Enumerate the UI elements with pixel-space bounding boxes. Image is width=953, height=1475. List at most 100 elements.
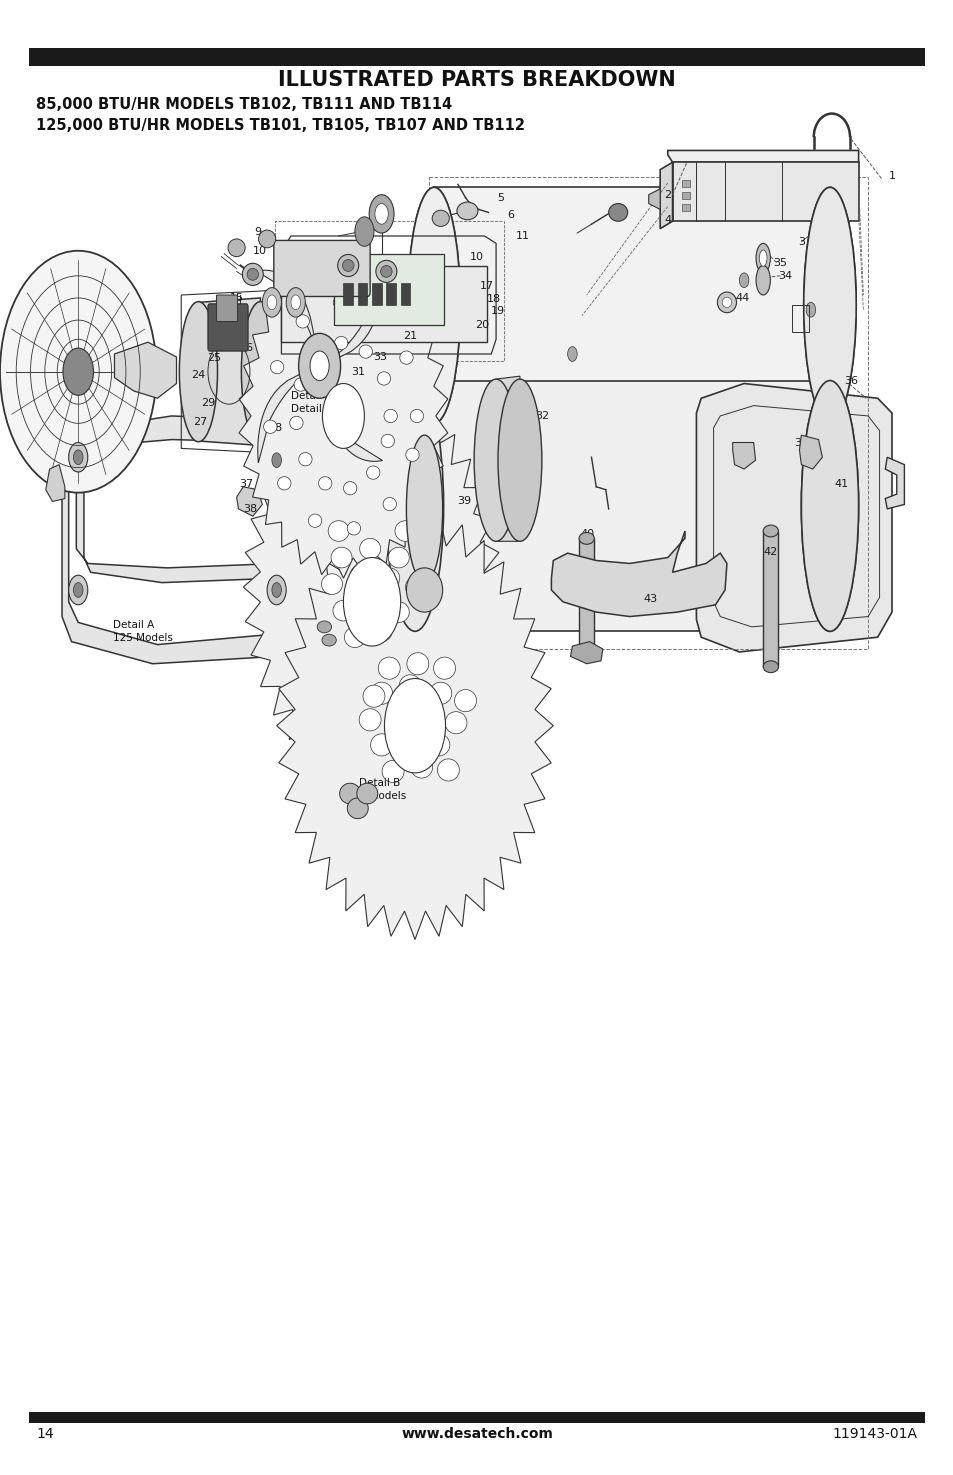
Text: 37: 37	[735, 448, 748, 457]
Text: 39: 39	[457, 497, 471, 506]
Text: 22: 22	[222, 324, 235, 333]
Ellipse shape	[410, 409, 423, 422]
Ellipse shape	[386, 381, 443, 631]
Text: www.desatech.com: www.desatech.com	[400, 1426, 553, 1441]
Ellipse shape	[427, 733, 450, 755]
Ellipse shape	[308, 515, 321, 528]
Ellipse shape	[366, 466, 379, 479]
Circle shape	[69, 575, 88, 605]
FancyBboxPatch shape	[274, 240, 370, 296]
Text: 119143-01A: 119143-01A	[832, 1426, 917, 1441]
Ellipse shape	[331, 547, 352, 568]
Ellipse shape	[321, 634, 335, 646]
Ellipse shape	[375, 260, 396, 283]
Ellipse shape	[410, 755, 432, 779]
Circle shape	[355, 217, 374, 246]
Ellipse shape	[370, 681, 393, 704]
Ellipse shape	[608, 204, 627, 221]
Text: 14: 14	[36, 1426, 53, 1441]
Ellipse shape	[241, 302, 279, 442]
Ellipse shape	[339, 783, 360, 804]
Polygon shape	[672, 162, 858, 221]
Text: 10: 10	[253, 246, 266, 255]
Ellipse shape	[376, 372, 390, 385]
Ellipse shape	[456, 202, 477, 220]
Text: Detail B
85 Models: Detail B 85 Models	[353, 777, 406, 801]
Text: 12: 12	[282, 261, 295, 270]
Circle shape	[567, 347, 577, 361]
Ellipse shape	[416, 702, 437, 724]
Text: 34: 34	[778, 271, 791, 280]
Ellipse shape	[361, 594, 382, 615]
Ellipse shape	[270, 360, 283, 373]
Ellipse shape	[347, 522, 360, 535]
Ellipse shape	[263, 420, 276, 434]
Ellipse shape	[371, 310, 384, 323]
Bar	[400, 283, 410, 305]
Circle shape	[73, 583, 83, 597]
Bar	[386, 283, 395, 305]
Text: 27: 27	[193, 417, 207, 426]
Ellipse shape	[762, 525, 778, 537]
Text: 15: 15	[230, 294, 243, 302]
Circle shape	[73, 450, 83, 465]
Polygon shape	[114, 342, 176, 398]
Ellipse shape	[759, 249, 766, 266]
Ellipse shape	[294, 378, 307, 391]
Ellipse shape	[378, 568, 399, 589]
Ellipse shape	[398, 676, 421, 696]
Text: 17: 17	[479, 282, 493, 291]
Ellipse shape	[801, 381, 858, 631]
Ellipse shape	[347, 798, 368, 819]
Ellipse shape	[474, 379, 517, 541]
Ellipse shape	[356, 783, 377, 804]
Text: 6: 6	[506, 211, 514, 220]
Circle shape	[739, 273, 748, 288]
Ellipse shape	[802, 187, 856, 423]
Ellipse shape	[350, 565, 371, 586]
Text: 26: 26	[239, 344, 253, 353]
Ellipse shape	[335, 336, 348, 350]
Ellipse shape	[371, 621, 392, 642]
Ellipse shape	[762, 661, 778, 673]
Polygon shape	[328, 268, 381, 361]
Circle shape	[384, 678, 445, 773]
Bar	[372, 283, 381, 305]
Ellipse shape	[436, 758, 459, 782]
Polygon shape	[198, 298, 260, 445]
Ellipse shape	[398, 730, 421, 752]
Text: 21: 21	[403, 332, 416, 341]
Polygon shape	[667, 150, 858, 162]
Ellipse shape	[755, 266, 770, 295]
Ellipse shape	[721, 298, 731, 307]
Text: 2: 2	[663, 190, 671, 199]
Polygon shape	[62, 416, 291, 664]
Ellipse shape	[395, 521, 416, 541]
Circle shape	[267, 575, 286, 605]
Ellipse shape	[333, 600, 354, 621]
Text: 35: 35	[773, 258, 786, 267]
Polygon shape	[415, 381, 829, 631]
Ellipse shape	[344, 627, 365, 648]
Bar	[334, 254, 443, 324]
Circle shape	[805, 302, 815, 317]
Text: 25: 25	[208, 354, 221, 363]
Text: 7: 7	[435, 214, 442, 223]
Polygon shape	[243, 388, 500, 786]
FancyBboxPatch shape	[216, 295, 237, 322]
Ellipse shape	[406, 652, 429, 674]
Polygon shape	[648, 189, 659, 209]
Text: ILLUSTRATED PARTS BREAKDOWN: ILLUSTRATED PARTS BREAKDOWN	[278, 69, 675, 90]
Ellipse shape	[802, 187, 856, 423]
Text: 44: 44	[735, 294, 748, 302]
Polygon shape	[46, 465, 65, 502]
Text: 31: 31	[351, 367, 364, 376]
Ellipse shape	[578, 646, 594, 658]
Ellipse shape	[444, 711, 467, 733]
Polygon shape	[322, 379, 382, 462]
Text: 30: 30	[329, 423, 342, 432]
Ellipse shape	[343, 481, 356, 494]
Ellipse shape	[380, 266, 392, 277]
Ellipse shape	[406, 568, 442, 612]
Ellipse shape	[337, 254, 358, 277]
